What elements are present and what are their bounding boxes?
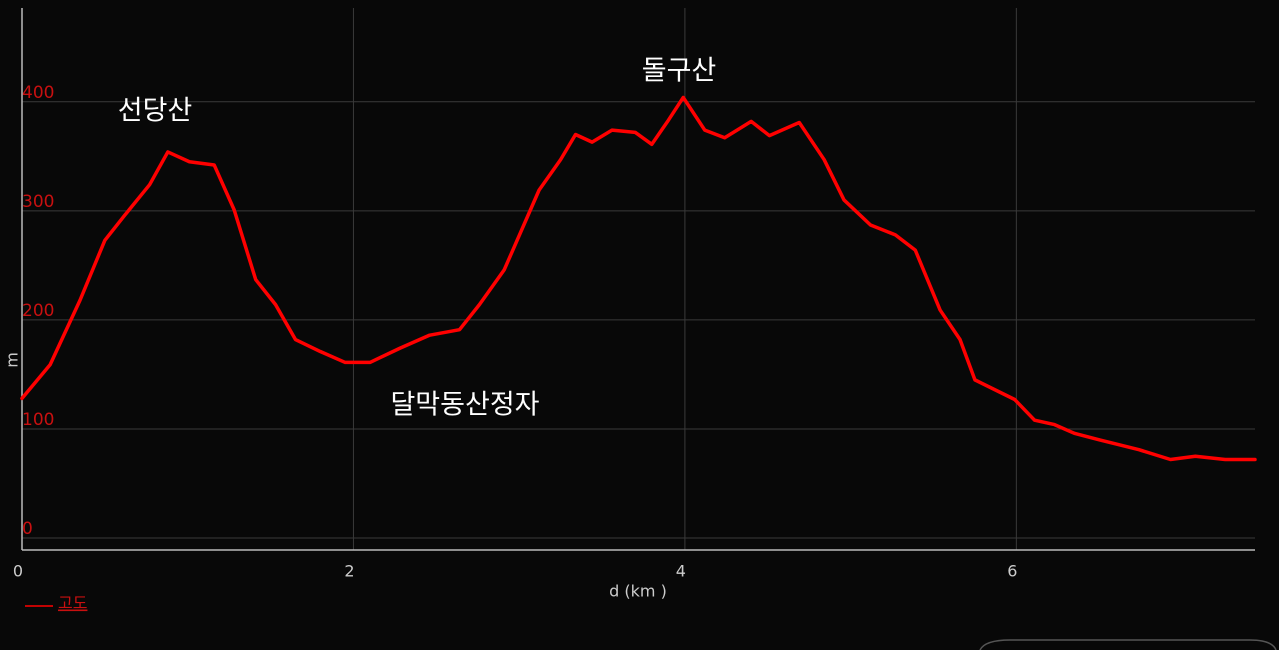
x-tick-label: 4 xyxy=(676,562,686,581)
y-axis-label: m xyxy=(3,352,22,368)
y-tick-label: 300 xyxy=(22,192,54,212)
x-tick-label: 2 xyxy=(344,562,354,581)
annotation: 달막동산정자 xyxy=(390,390,539,421)
y-tick-label: 100 xyxy=(22,410,54,430)
y-tick-label: 0 xyxy=(22,519,33,539)
y-tick-label: 200 xyxy=(22,301,54,321)
ui-panel-edge xyxy=(979,639,1277,650)
x-tick-label: 6 xyxy=(1007,562,1017,581)
elevation-line xyxy=(20,95,1257,462)
legend-label: 고도 xyxy=(58,594,87,613)
x-axis-label: d (km ) xyxy=(609,582,667,601)
x-tick-label: 0 xyxy=(13,562,23,581)
annotation: 돌구산 xyxy=(642,56,717,87)
y-tick-label: 400 xyxy=(22,83,54,103)
annotation: 선당산 xyxy=(118,96,193,127)
